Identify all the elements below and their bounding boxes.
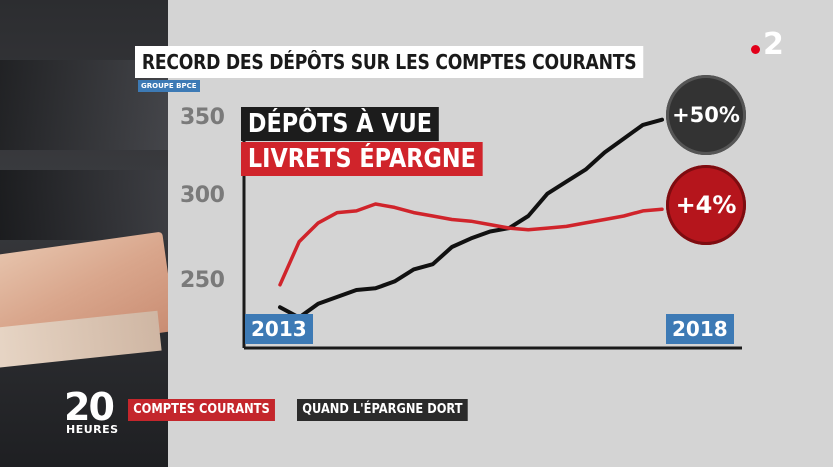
y-tick-label: 350 [180, 105, 225, 130]
channel-logo: 2 [751, 30, 795, 60]
logo-dot-icon [751, 45, 760, 54]
program-logo: 20 HEURES [64, 385, 118, 436]
logo-number: 2 [763, 27, 784, 62]
source-label: GROUPE BPCE [138, 80, 200, 92]
program-logo-word: HEURES [66, 423, 119, 436]
y-tick-label: 250 [180, 268, 225, 293]
growth-badge-depots: +50% [666, 75, 746, 155]
x-start-label: 2013 [245, 314, 313, 344]
program-logo-number: 20 [64, 385, 115, 429]
y-tick-label: 300 [180, 183, 225, 208]
x-end-label: 2018 [666, 314, 734, 344]
series-line-livrets [278, 202, 664, 287]
chart-title: RECORD DES DÉPÔTS SUR LES COMPTES COURAN… [135, 46, 644, 78]
topic-tag: COMPTES COURANTS [128, 399, 275, 421]
legend-entry-depots: DÉPÔTS À VUE [241, 107, 439, 141]
growth-badge-livrets: +4% [666, 165, 746, 245]
subtopic-tag: QUAND L'ÉPARGNE DORT [297, 399, 468, 421]
legend-entry-livrets: LIVRETS ÉPARGNE [241, 142, 483, 176]
photo-dashboard-slot [0, 170, 168, 240]
series-line-depots [278, 117, 664, 320]
